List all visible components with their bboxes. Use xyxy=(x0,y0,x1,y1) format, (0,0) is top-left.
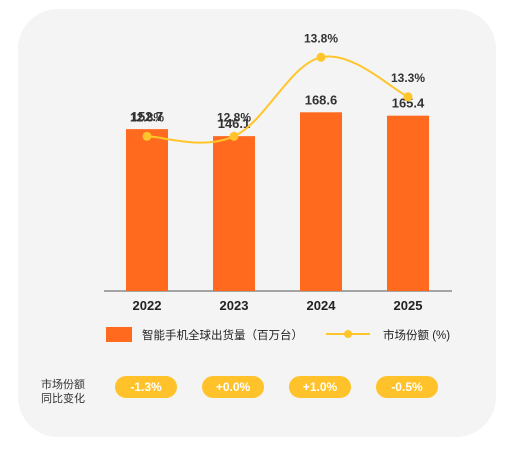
bar-2025 xyxy=(387,115,429,292)
share-label-2024: 13.8% xyxy=(304,31,338,45)
bar-value-label-2024: 168.6 xyxy=(305,92,338,107)
market-share-line xyxy=(146,55,409,144)
yoy-title-line-1: 市场份额 xyxy=(41,379,85,391)
x-tick-label-2024: 2024 xyxy=(307,298,337,313)
yoy-badge-2024: +1.0% xyxy=(289,376,351,398)
legend-bar-swatch xyxy=(106,327,132,342)
yoy-title-line-2: 同比变化 xyxy=(41,393,85,405)
share-label-2025: 13.3% xyxy=(391,71,425,85)
share-point-2025 xyxy=(403,92,413,102)
share-point-2024 xyxy=(316,52,326,62)
bar-value-label-2023: 146.1 xyxy=(218,116,251,131)
x-tick-label-2023: 2023 xyxy=(220,298,249,313)
bar-2023 xyxy=(213,136,255,291)
yoy-badge-2022: -1.3% xyxy=(115,376,177,398)
bar-2024 xyxy=(300,112,342,291)
legend-line-label: 市场份额 (%) xyxy=(383,328,450,342)
yoy-badge-2025: -0.5% xyxy=(376,376,438,398)
share-label-2022: 12.8% xyxy=(130,110,164,124)
share-point-2023 xyxy=(229,131,239,141)
bar-2022 xyxy=(126,129,168,291)
bar-value-label-2022: 152.7 xyxy=(131,109,164,124)
legend-line-marker xyxy=(344,330,352,338)
bar-value-label-2025: 165.4 xyxy=(392,96,425,111)
x-tick-label-2025: 2025 xyxy=(394,298,423,313)
share-label-2023: 12.8% xyxy=(217,110,251,124)
legend-bar-label: 智能手机全球出货量（百万台） xyxy=(142,328,303,342)
share-point-2022 xyxy=(142,131,152,141)
x-tick-label-2022: 2022 xyxy=(133,298,162,313)
yoy-badge-2023: +0.0% xyxy=(202,376,264,398)
